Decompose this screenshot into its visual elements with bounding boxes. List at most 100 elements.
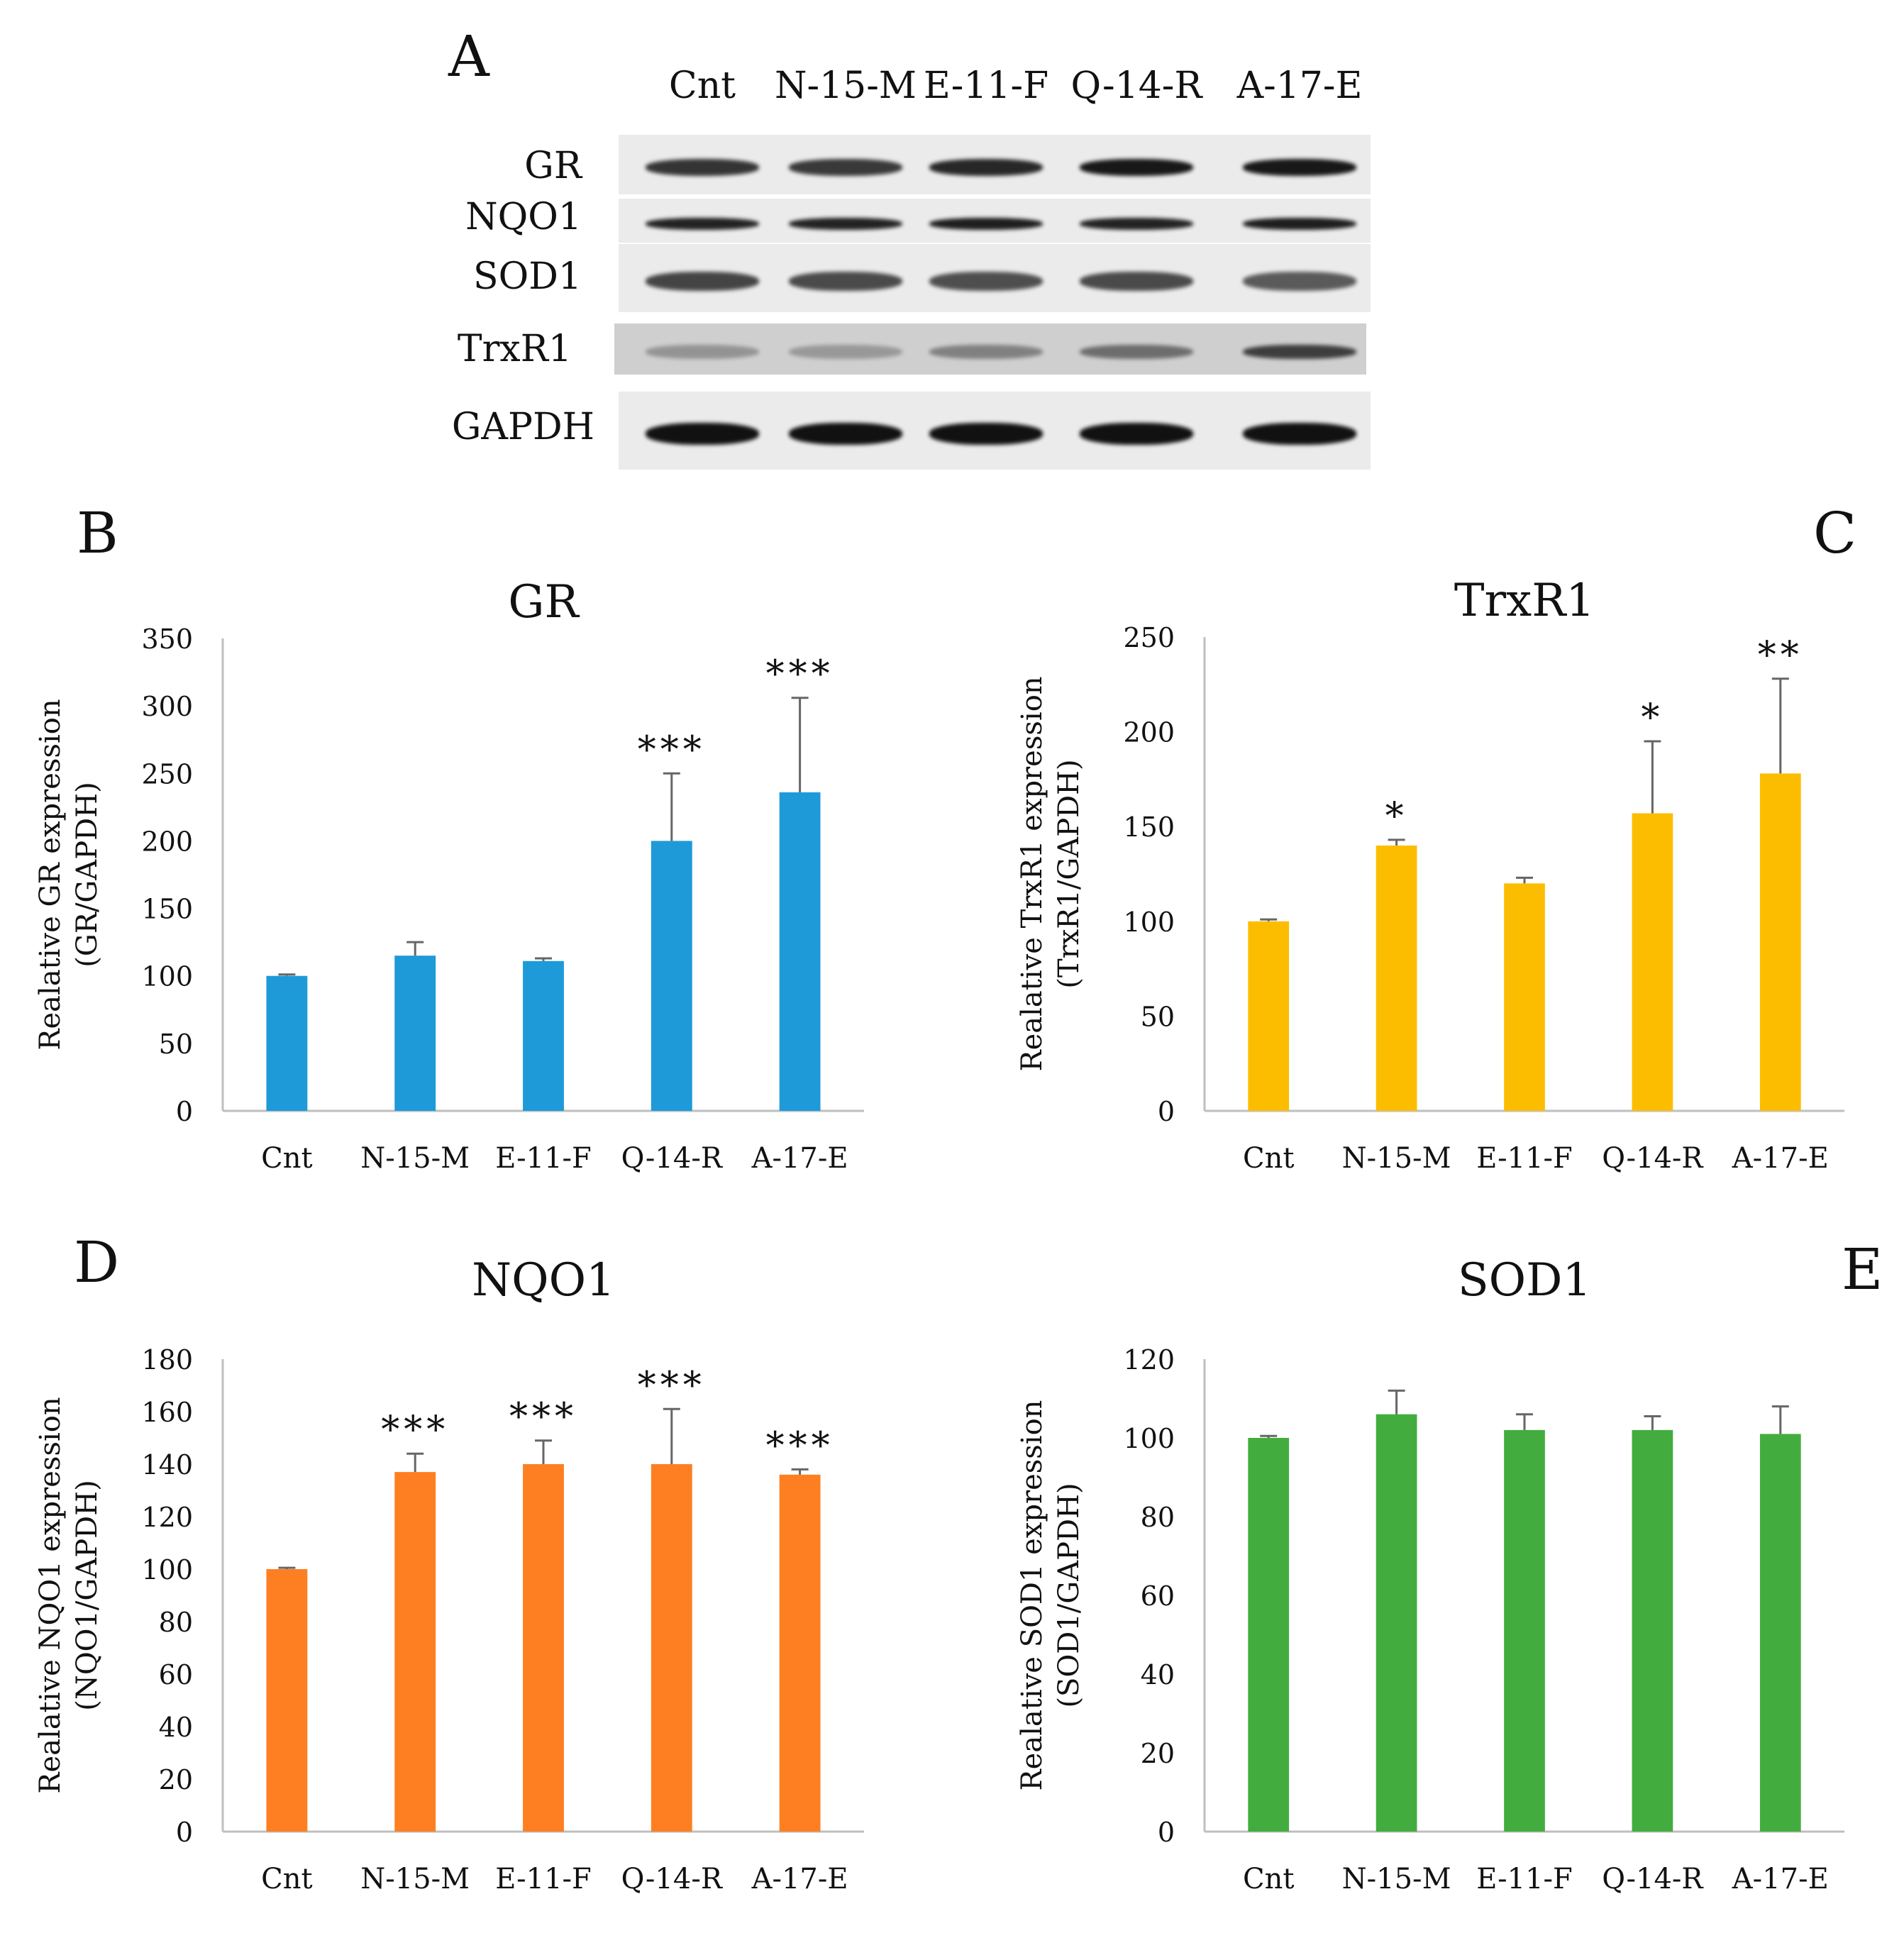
x-tick-label: Cnt bbox=[261, 1142, 312, 1175]
chart-title: GR bbox=[508, 576, 580, 629]
bar bbox=[1376, 1414, 1417, 1832]
significance-marker: * bbox=[1385, 795, 1408, 838]
bar bbox=[394, 956, 436, 1111]
bar bbox=[1504, 1429, 1545, 1832]
y-axis-label: Realative GR expression bbox=[34, 699, 67, 1050]
blot-protein-label: NQO1 bbox=[465, 196, 582, 238]
panel-letter-c: C bbox=[1813, 500, 1857, 566]
panel-letter-a: A bbox=[448, 23, 489, 89]
blot-band bbox=[1243, 345, 1356, 359]
y-axis-label-unit: (SOD1/GAPDH) bbox=[1053, 1483, 1085, 1707]
bar bbox=[651, 841, 692, 1111]
x-tick-label: Q-14-R bbox=[1602, 1142, 1704, 1175]
blot-band bbox=[646, 159, 759, 176]
y-axis-label: Realative SOD1 expression bbox=[1016, 1400, 1048, 1791]
significance-marker: * bbox=[1641, 697, 1664, 739]
blot-lane-label: Cnt bbox=[668, 65, 736, 107]
blot-band bbox=[929, 217, 1043, 230]
blot-band bbox=[789, 159, 902, 176]
x-tick-label: A-17-E bbox=[1732, 1863, 1829, 1895]
blot-band bbox=[789, 217, 902, 230]
bar bbox=[1759, 1434, 1801, 1832]
y-tick-label: 50 bbox=[159, 1029, 193, 1060]
x-tick-label: N-15-M bbox=[360, 1142, 470, 1175]
significance-marker: *** bbox=[766, 653, 834, 696]
blot-protein-label: GR bbox=[524, 145, 582, 187]
y-tick-label: 60 bbox=[159, 1659, 193, 1690]
x-tick-label: Cnt bbox=[1243, 1142, 1294, 1175]
blot-band bbox=[929, 159, 1043, 176]
y-tick-label: 40 bbox=[159, 1712, 193, 1743]
bar bbox=[1248, 921, 1290, 1111]
bar bbox=[1759, 773, 1801, 1111]
chart-nqo1: NQO1 Realative NQO1 expression (NQO1/GAPDH… bbox=[34, 1254, 864, 1895]
y-tick-label: 300 bbox=[141, 691, 193, 722]
y-tick-label: 120 bbox=[1123, 1344, 1175, 1375]
blot-strip bbox=[614, 323, 1366, 375]
y-tick-label: 0 bbox=[176, 1817, 193, 1848]
blot-band bbox=[789, 345, 902, 359]
x-tick-label: A-17-E bbox=[751, 1863, 848, 1895]
x-tick-label: Cnt bbox=[261, 1863, 312, 1895]
y-tick-label: 140 bbox=[141, 1449, 193, 1480]
significance-marker: *** bbox=[638, 729, 706, 771]
blot-lane-label: N-15-M bbox=[774, 65, 917, 107]
significance-marker: *** bbox=[381, 1409, 449, 1451]
bar bbox=[523, 1464, 564, 1832]
bar bbox=[523, 960, 564, 1111]
y-tick-label: 180 bbox=[141, 1344, 193, 1375]
x-tick-label: E-11-F bbox=[495, 1863, 592, 1895]
x-tick-label: N-15-M bbox=[1342, 1142, 1451, 1175]
bar bbox=[779, 792, 821, 1111]
bar bbox=[266, 975, 308, 1111]
bar bbox=[651, 1464, 692, 1832]
y-tick-label: 20 bbox=[1141, 1738, 1175, 1769]
blot-band bbox=[1080, 271, 1193, 291]
chart-title: NQO1 bbox=[472, 1254, 615, 1307]
significance-marker: *** bbox=[509, 1396, 577, 1439]
bar bbox=[1504, 883, 1545, 1111]
blot-band bbox=[929, 271, 1043, 291]
chart-sod1: SOD1 Realative SOD1 expression (SOD1/GAPDH… bbox=[1016, 1254, 1844, 1895]
y-tick-label: 0 bbox=[176, 1096, 193, 1127]
x-tick-label: A-17-E bbox=[751, 1142, 848, 1175]
y-tick-label: 200 bbox=[1123, 717, 1175, 748]
blot-band bbox=[1243, 422, 1356, 445]
y-tick-label: 40 bbox=[1141, 1659, 1175, 1690]
x-tick-label: N-15-M bbox=[360, 1863, 470, 1895]
x-tick-label: E-11-F bbox=[1476, 1142, 1573, 1175]
y-tick-label: 20 bbox=[159, 1764, 193, 1795]
x-tick-label: Q-14-R bbox=[1602, 1863, 1704, 1895]
bar bbox=[1248, 1438, 1290, 1832]
blot-lane-label: A-17-E bbox=[1236, 65, 1363, 107]
blot-band bbox=[1080, 159, 1193, 176]
y-tick-label: 100 bbox=[141, 1554, 193, 1585]
y-tick-label: 100 bbox=[141, 961, 193, 992]
y-tick-label: 60 bbox=[1141, 1580, 1175, 1612]
blot-band bbox=[1080, 217, 1193, 230]
bar bbox=[1632, 813, 1673, 1111]
chart-gr: GR Realative GR expression (GR/GAPDH) 0 50 10… bbox=[34, 576, 864, 1175]
blot-band bbox=[1243, 271, 1356, 291]
blot-band bbox=[789, 271, 902, 291]
x-tick-label: Q-14-R bbox=[621, 1863, 724, 1895]
chart-title: TrxR1 bbox=[1454, 575, 1595, 627]
y-tick-label: 150 bbox=[1123, 812, 1175, 843]
blot-protein-label: TrxR1 bbox=[457, 328, 572, 370]
y-axis-label-unit: (TrxR1/GAPDH) bbox=[1053, 759, 1085, 988]
y-tick-label: 80 bbox=[159, 1607, 193, 1638]
blot-lane-label: E-11-F bbox=[923, 65, 1049, 107]
blot-band bbox=[1080, 345, 1193, 359]
bar bbox=[266, 1569, 308, 1832]
x-tick-label: N-15-M bbox=[1342, 1863, 1451, 1895]
panel-letter-d: D bbox=[74, 1229, 120, 1295]
x-tick-label: Q-14-R bbox=[621, 1142, 724, 1175]
blot-lane-label: Q-14-R bbox=[1070, 65, 1202, 107]
blot-band bbox=[1080, 422, 1193, 445]
y-tick-label: 150 bbox=[141, 894, 193, 925]
y-tick-label: 100 bbox=[1123, 907, 1175, 938]
chart-title: SOD1 bbox=[1458, 1254, 1591, 1307]
x-tick-label: E-11-F bbox=[1476, 1863, 1573, 1895]
bar bbox=[1632, 1429, 1673, 1832]
blot-band bbox=[1243, 217, 1356, 230]
